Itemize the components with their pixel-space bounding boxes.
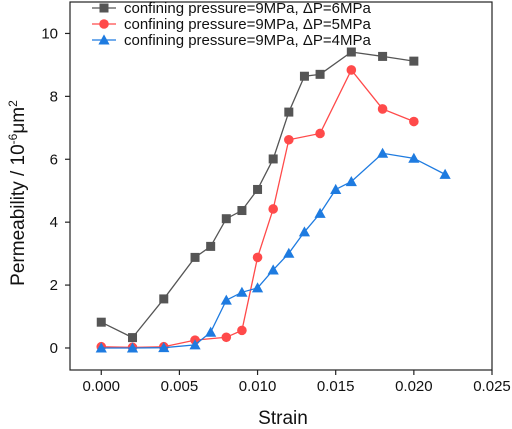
data-point (220, 294, 232, 305)
data-point (283, 247, 295, 258)
series-line (101, 68, 415, 349)
legend: confining pressure=9MPa, ΔP=6MPaconfinin… (92, 0, 371, 49)
series-line (101, 152, 446, 349)
legend-entry: confining pressure=9MPa, ΔP=5MPa (92, 16, 371, 33)
data-point (128, 333, 138, 343)
data-point (206, 241, 216, 251)
data-point (284, 134, 294, 145)
plot-border (69, 1, 493, 371)
data-point (237, 325, 247, 336)
plot-frame (69, 1, 493, 371)
data-point (251, 282, 264, 293)
y-tick-label: 2 (50, 277, 58, 294)
x-tick-label: 0.020 (395, 378, 433, 395)
x-axis-title: Strain (258, 408, 308, 429)
data-point (439, 168, 451, 179)
legend-marker (99, 19, 109, 29)
data-point (189, 339, 201, 350)
legend-entry: confining pressure=9MPa, ΔP=6MPa (92, 0, 371, 17)
data-point (330, 183, 342, 194)
data-point (284, 107, 294, 117)
x-tick-label: 0.010 (239, 378, 277, 395)
legend-label: confining pressure=9MPa, ΔP=4MPa (124, 32, 371, 49)
data-point (408, 152, 420, 163)
data-point (268, 204, 278, 214)
y-tick-label: 8 (50, 88, 58, 105)
x-tick-label: 0.015 (317, 378, 355, 395)
y-axis-title-unit: μm (8, 107, 29, 134)
data-point (409, 56, 419, 66)
series-layer (95, 47, 451, 353)
data-point (298, 226, 311, 237)
series-line (100, 51, 414, 339)
y-axis-title-exponent: -6 (6, 133, 20, 144)
x-tick-label: 0.000 (82, 378, 120, 395)
data-point (299, 71, 309, 81)
data-point (158, 342, 170, 353)
axes-layer: 0.000 0.005 0.010 0.015 0.020 0.025 0 2 4 6 8 10 (41, 25, 510, 395)
data-point (376, 147, 389, 158)
y-axis-title-unit-exponent: 2 (6, 100, 20, 107)
data-point (95, 342, 107, 353)
data-point (346, 65, 357, 75)
x-tick-label: 0.025 (473, 378, 511, 395)
data-point (159, 294, 169, 304)
data-point (378, 51, 388, 61)
y-tick-label: 10 (41, 25, 58, 42)
x-tick-label: 0.005 (161, 378, 199, 395)
legend-marker (99, 3, 109, 13)
legend-entry: confining pressure=9MPa, ΔP=4MPa (92, 32, 371, 49)
data-point (315, 128, 325, 139)
data-point (252, 252, 263, 263)
data-point (221, 332, 232, 343)
y-tick-label: 0 (50, 340, 58, 357)
data-point (346, 47, 356, 57)
legend-label: confining pressure=9MPa, ΔP=6MPa (124, 0, 371, 17)
data-point (314, 207, 326, 218)
data-point (190, 252, 200, 262)
data-point (315, 69, 325, 79)
legend-marker (98, 34, 110, 45)
data-point (253, 184, 263, 194)
legend-label: confining pressure=9MPa, ΔP=5MPa (124, 16, 371, 33)
data-point (409, 116, 419, 127)
data-point (236, 286, 248, 297)
y-axis-title: Permeability / 10-6μm2 (6, 100, 29, 286)
data-point (345, 175, 357, 187)
data-point (267, 264, 279, 275)
y-tick-label: 6 (50, 151, 58, 168)
series-1 (96, 47, 419, 343)
y-axis-title-main: Permeability / 10 (8, 144, 29, 286)
data-point (205, 326, 217, 337)
series-2 (96, 65, 419, 353)
y-tick-label: 4 (50, 214, 58, 231)
data-point (268, 154, 278, 164)
series-3 (95, 147, 451, 353)
data-point (126, 342, 139, 353)
data-point (377, 104, 388, 114)
data-point (237, 206, 247, 216)
data-point (96, 317, 106, 327)
data-point (221, 214, 231, 224)
